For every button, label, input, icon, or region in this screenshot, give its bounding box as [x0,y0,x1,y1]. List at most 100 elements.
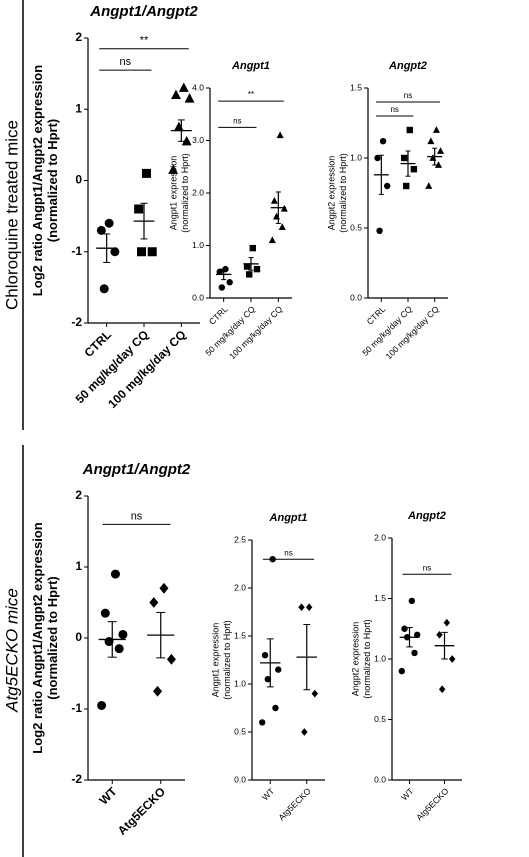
significance-label: ns [423,563,431,572]
data-point [272,704,279,712]
data-point [114,644,124,654]
data-point [100,608,110,618]
y-tick-label: 1 [75,559,82,573]
y-tick-label: 1.5 [374,593,386,603]
data-point [261,652,269,659]
data-point [245,271,253,278]
y-tick-label: -1 [71,244,82,258]
y-tick-label: 2 [75,30,82,44]
data-point [276,131,284,139]
y-tick-label: 0.0 [374,774,386,784]
significance-label: ns [120,56,132,68]
data-point [398,667,405,675]
data-point [401,625,408,632]
y-tick-label: 1.0 [374,653,386,663]
y-tick-label: -1 [71,701,82,715]
y-axis-label: Angpt1 expression [169,156,179,231]
data-point [270,197,278,204]
y-tick-label: -2 [71,772,82,786]
significance-label: ns [284,548,292,557]
data-point [414,631,421,638]
y-tick-label: -2 [71,315,82,329]
data-point [178,82,189,92]
y-axis-label: (normalized to Hprt) [222,620,232,700]
y-tick-label: 2.5 [234,534,246,544]
data-point [449,655,456,663]
data-point [118,629,128,639]
significance-label: ns [233,116,241,125]
y-tick-label: 0 [75,173,82,187]
data-point [425,182,433,189]
data-point [411,649,418,657]
data-point [268,236,276,244]
x-tick-label: 100 mg/kg/day CQ [227,304,284,361]
x-tick-label: WT [97,784,121,808]
y-tick-label: 2.0 [192,187,204,197]
y-tick-label: 1.5 [350,82,362,92]
data-point [218,284,226,291]
data-point [110,247,120,257]
row-label: Chloroquine treated mice [2,120,21,310]
y-tick-label: 1.0 [192,240,204,250]
y-axis-label: (normalized to Hprt) [45,119,60,243]
data-point [305,603,313,612]
data-point [434,161,442,168]
y-axis-label: (normalized to Hprt) [362,619,372,699]
y-tick-label: 0 [75,630,82,644]
data-point [104,218,114,228]
data-point [400,154,408,162]
data-point [278,223,286,231]
y-tick-label: 2.0 [374,532,386,542]
y-tick-label: 0.5 [350,222,362,232]
data-point [301,728,308,736]
data-point [438,685,446,694]
y-tick-label: 1.0 [350,152,362,162]
significance-label: ** [140,35,149,47]
data-point [137,247,147,257]
y-tick-label: 1.5 [234,630,246,640]
row-label: Atg5ECKO mice [2,588,21,713]
y-axis-label: Angpt2 expression [327,156,337,231]
x-tick-label: Atg5ECKO [115,784,168,837]
data-point [243,263,251,270]
data-point [184,93,195,103]
data-point [432,126,440,133]
data-point [273,212,281,220]
data-point [443,618,451,627]
data-point [408,597,416,605]
data-point [141,168,151,178]
data-point [110,569,120,579]
data-point [166,653,176,665]
significance-label: ns [131,510,143,522]
y-tick-label: 0.5 [374,714,386,724]
data-point [216,268,223,275]
y-axis-label: Angpt1 expression [211,623,221,698]
x-tick-label: Atg5ECKO [276,786,313,823]
chart-title: Angpt1 [269,512,308,524]
data-point [406,126,413,134]
data-point [181,135,192,146]
y-tick-label: 1.0 [234,678,246,688]
x-tick-label: CTRL [207,304,230,327]
y-axis-label: Angpt2 expression [351,622,361,697]
data-point [403,182,410,190]
data-point [374,154,381,162]
data-point [384,182,391,190]
chart-title: Angpt2 [388,60,427,72]
significance-label: ** [248,90,254,99]
data-point [153,685,163,697]
chart-title: Angpt1 [231,60,270,72]
y-tick-label: 2.0 [234,582,246,592]
data-point [147,247,157,257]
data-point [171,89,181,100]
y-tick-label: 0.5 [234,726,246,736]
x-tick-label: WT [260,786,276,802]
data-point [99,284,109,294]
data-point [159,582,169,594]
y-axis-label: (normalized to Hprt) [45,576,60,700]
significance-label: ns [390,105,398,114]
data-point [429,154,437,161]
data-point [97,700,107,710]
x-tick-label: CTRL [82,327,115,360]
